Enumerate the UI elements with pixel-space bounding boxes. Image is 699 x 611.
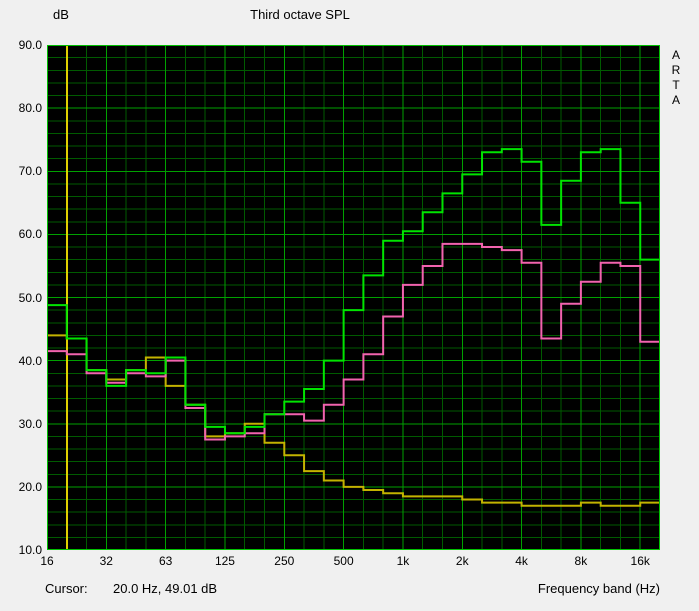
arta-logo-letter: A: [671, 48, 680, 62]
arta-logo: A R T A: [668, 48, 684, 108]
arta-logo-letter: R: [671, 63, 681, 77]
chart-title: Third octave SPL: [250, 7, 350, 22]
plot-area[interactable]: [47, 45, 660, 550]
x-axis-title: Frequency band (Hz): [537, 581, 660, 596]
third-octave-chart: [47, 45, 660, 550]
green-curve: [47, 148, 660, 435]
y-tick-label: 40.0: [18, 353, 42, 368]
arta-logo-letter: A: [671, 93, 680, 107]
y-tick-label: 70.0: [18, 164, 42, 179]
arta-logo-letter: T: [672, 78, 680, 92]
y-tick-label: 50.0: [18, 290, 42, 305]
x-tick-label: 16: [40, 554, 54, 568]
x-tick-label: 125: [214, 554, 235, 568]
y-axis-unit-label: dB: [53, 7, 69, 22]
y-tick-label: 30.0: [18, 416, 42, 431]
x-tick-label: 8k: [574, 554, 588, 568]
y-tick-label: 10.0: [18, 543, 42, 557]
x-tick-label: 32: [99, 554, 113, 568]
y-tick-label: 20.0: [18, 479, 42, 494]
y-tick-label: 90.0: [18, 38, 42, 52]
x-tick-label: 1k: [396, 554, 410, 568]
x-tick-label: 4k: [515, 554, 528, 568]
olive-curve: [47, 334, 660, 507]
x-tick-label: 250: [274, 554, 295, 568]
cursor-readout-label: Cursor:: [45, 581, 88, 596]
y-tick-label: 60.0: [18, 227, 42, 242]
magenta-curve: [47, 242, 660, 441]
x-tick-label: 63: [158, 554, 173, 568]
status-bar: Cursor: 20.0 Hz, 49.01 dB Frequency band…: [0, 581, 699, 599]
cursor-readout-value: 20.0 Hz, 49.01 dB: [113, 581, 218, 596]
x-tick-label: 2k: [455, 554, 469, 568]
y-tick-label: 80.0: [18, 101, 42, 116]
x-tick-label: 500: [333, 554, 354, 568]
x-tick-label: 16k: [630, 554, 650, 568]
